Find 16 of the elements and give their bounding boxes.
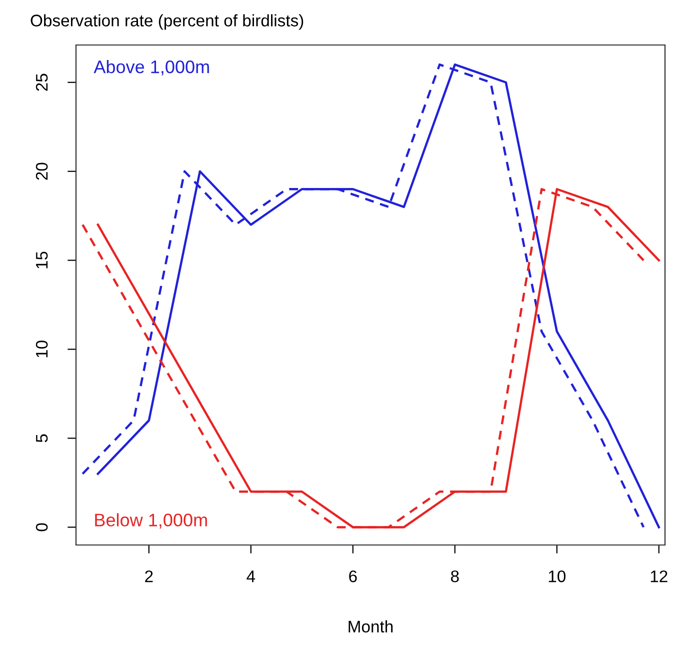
y-tick-label: 0 bbox=[36, 523, 48, 532]
x-tick-label: 6 bbox=[349, 570, 357, 582]
x-tick-label: 2 bbox=[145, 570, 153, 582]
x-tick-label: 8 bbox=[450, 570, 459, 582]
y-tick-label: 10 bbox=[36, 340, 48, 358]
y-tick-label: 15 bbox=[36, 252, 48, 268]
y-tick-label: 25 bbox=[36, 74, 48, 91]
chart-title: Observation rate (percent of birdlists) bbox=[30, 14, 304, 30]
y-tick-label: 20 bbox=[36, 162, 48, 180]
y-tick-label: 5 bbox=[36, 434, 48, 442]
x-tick-label: 10 bbox=[548, 570, 566, 582]
text: Above 1,000m bbox=[94, 60, 209, 76]
x-tick-label: 12 bbox=[650, 570, 668, 582]
x-tick-label: 4 bbox=[246, 570, 256, 582]
text: Below 1,000m bbox=[95, 513, 207, 529]
x-axis-title: Month bbox=[348, 620, 393, 632]
